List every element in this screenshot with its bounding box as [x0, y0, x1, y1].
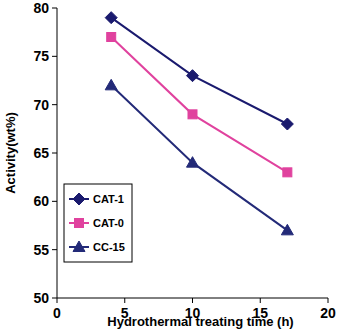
- y-tick: [52, 104, 57, 105]
- y-tick-label: 60: [33, 193, 49, 209]
- legend-marker: [75, 219, 84, 228]
- series-line: [111, 37, 287, 172]
- y-tick-label: 80: [33, 0, 49, 16]
- data-point: [188, 110, 197, 119]
- legend-marker: [73, 241, 85, 252]
- legend-marker: [73, 193, 85, 205]
- y-tick: [52, 8, 57, 9]
- x-axis-label: Hydrothermal treating time (h): [107, 314, 293, 329]
- data-point: [187, 157, 199, 168]
- y-tick-label: 55: [33, 242, 49, 258]
- x-tick: [124, 298, 125, 303]
- x-tick: [328, 298, 329, 303]
- y-tick: [52, 249, 57, 250]
- x-tick: [192, 298, 193, 303]
- y-tick-label: 65: [33, 145, 49, 161]
- data-point: [105, 12, 117, 24]
- y-tick: [52, 298, 57, 299]
- data-point: [281, 224, 293, 235]
- data-point: [187, 70, 199, 82]
- y-tick-label: 75: [33, 48, 49, 64]
- plot-area: [105, 12, 293, 235]
- legend-box: [64, 184, 132, 262]
- y-axis-label: Activity(wt%): [3, 112, 18, 194]
- x-tick-label: 0: [53, 305, 61, 321]
- x-tick-label: 20: [320, 305, 336, 321]
- data-point: [283, 168, 292, 177]
- legend: CAT-1 CAT-0 CC-15: [64, 184, 132, 262]
- data-point: [107, 33, 116, 42]
- data-point: [105, 79, 117, 90]
- legend-label: CAT-0: [93, 217, 124, 229]
- chart: 5055606570758005101520Hydrothermal treat…: [0, 0, 341, 332]
- y-tick-label: 70: [33, 97, 49, 113]
- legend-label: CAT-1: [93, 193, 124, 205]
- x-tick: [260, 298, 261, 303]
- data-point: [281, 118, 293, 130]
- y-tick: [52, 56, 57, 57]
- y-tick-label: 50: [33, 290, 49, 306]
- series-line: [111, 85, 287, 230]
- legend-label: CC-15: [93, 241, 125, 253]
- series-line: [111, 18, 287, 124]
- y-tick: [52, 201, 57, 202]
- y-tick: [52, 153, 57, 154]
- x-tick: [57, 298, 58, 303]
